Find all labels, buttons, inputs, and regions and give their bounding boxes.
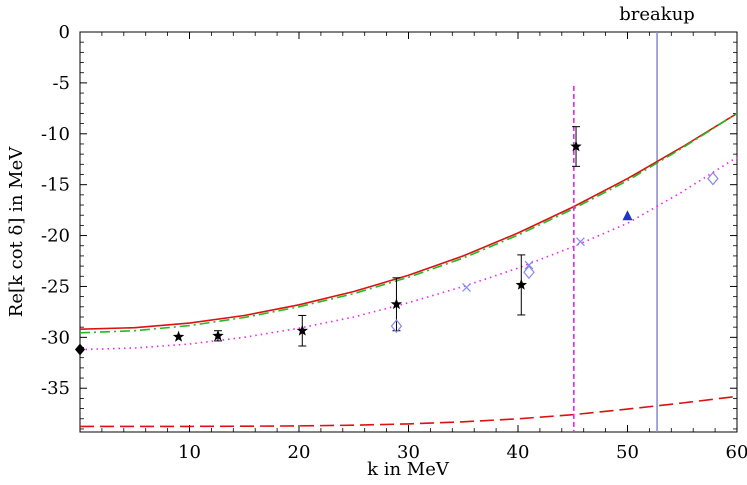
cross-point xyxy=(575,237,585,247)
star-point xyxy=(172,330,185,342)
star-point xyxy=(390,298,403,310)
triangle-point xyxy=(622,210,633,221)
series-dotted-magenta xyxy=(79,156,738,351)
star-point xyxy=(570,140,582,152)
y-axis-label: Re[k cot δ] in MeV xyxy=(6,146,27,317)
open-diamond-point xyxy=(523,265,535,280)
open-diamond-point xyxy=(390,319,403,334)
y-tick-label: -30 xyxy=(41,327,70,348)
y-tick-label: -20 xyxy=(41,226,70,247)
series-long-dashed-red xyxy=(80,395,738,428)
x-tick-label: 30 xyxy=(397,442,420,463)
series-solid-red xyxy=(79,112,738,330)
axes-layer: 10 20 30 40 50 60 0 -5 -10 -15 -20 -25 -30 -35 xyxy=(41,22,747,463)
y-tick-label: -35 xyxy=(41,378,70,399)
breakup-label: breakup xyxy=(619,4,695,25)
y-tick-label: -25 xyxy=(41,276,70,297)
x-tick-label: 60 xyxy=(726,442,747,463)
y-tick-label: -15 xyxy=(41,175,70,196)
cross-point xyxy=(524,260,534,270)
points-layer xyxy=(75,126,719,356)
star-point xyxy=(212,329,224,341)
x-tick-label: 40 xyxy=(507,442,530,463)
open-diamond-point xyxy=(707,171,719,186)
cross-point xyxy=(462,283,471,292)
series-layer: breakup xyxy=(79,4,738,432)
y-tick-label: -10 xyxy=(41,124,70,145)
x-tick-label: 50 xyxy=(616,442,639,463)
star-point xyxy=(515,278,527,290)
diamond-point xyxy=(75,343,85,356)
star-point xyxy=(296,324,308,336)
x-axis-label: k in MeV xyxy=(367,459,450,480)
y-tick-label: 0 xyxy=(59,22,70,43)
x-tick-label: 20 xyxy=(288,442,311,463)
x-tick-label: 10 xyxy=(178,442,201,463)
series-dashdot-green xyxy=(79,112,738,334)
plot-frame xyxy=(79,31,738,433)
y-tick-label: -5 xyxy=(52,73,70,94)
